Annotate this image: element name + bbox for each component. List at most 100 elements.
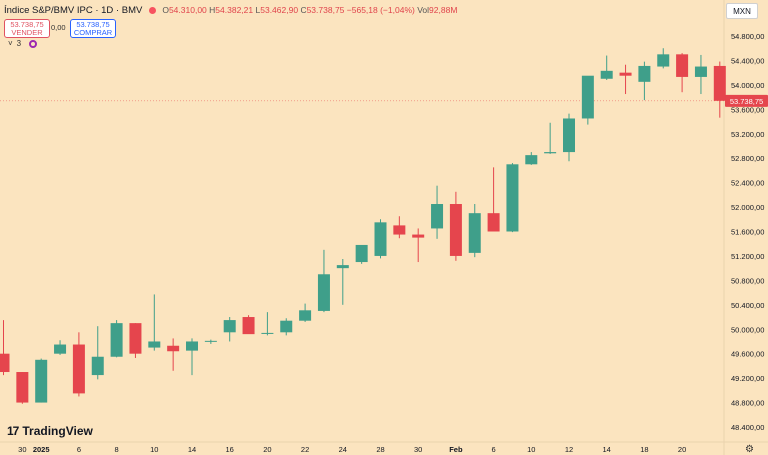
x-tick-label: 14 <box>603 445 611 454</box>
last-price-label: 53.738,75 <box>730 97 763 106</box>
candle-body <box>393 225 406 235</box>
candle-body <box>619 72 632 76</box>
candle-body <box>412 234 425 238</box>
candle-body <box>186 341 198 351</box>
tradingview-logo-text: TradingView <box>22 424 93 438</box>
y-tick-label: 51.600,00 <box>731 228 764 237</box>
candle-body <box>167 345 180 352</box>
indicator-count: 3 <box>16 39 22 48</box>
y-tick-label: 54.400,00 <box>731 56 764 65</box>
x-tick-label: 6 <box>492 445 496 454</box>
candle-body <box>336 265 349 269</box>
y-tick-label: 50.000,00 <box>731 325 764 334</box>
chevron-down-icon: ˅ <box>8 39 13 48</box>
candle-body <box>487 213 500 232</box>
candle-body <box>638 65 651 82</box>
candle-body <box>563 118 575 153</box>
candle-body <box>242 317 255 335</box>
sell-label: VENDER <box>11 27 43 37</box>
x-tick-label: 16 <box>226 445 234 454</box>
market-status-dot <box>149 6 157 14</box>
candle-body <box>468 213 481 253</box>
candle-body <box>110 323 123 357</box>
sell-button[interactable]: 53.738,75 VENDER <box>4 19 50 38</box>
eye-circle-icon[interactable] <box>29 39 38 48</box>
candle-body <box>374 222 387 256</box>
low-value: 53.462,90 <box>260 5 299 15</box>
candle-body <box>204 340 217 342</box>
x-tick-label: 6 <box>77 445 81 454</box>
y-tick-label: 49.600,00 <box>731 350 764 359</box>
candle-body <box>148 341 161 348</box>
candle-body <box>676 54 689 77</box>
y-tick-label: 53.600,00 <box>731 105 764 114</box>
x-tick-label: 18 <box>640 445 648 454</box>
y-tick-label: 52.400,00 <box>731 179 764 188</box>
x-tick-label: 30 <box>18 445 26 454</box>
x-tick-label: Feb <box>449 445 463 454</box>
buy-price: 53.738,75 <box>76 19 110 29</box>
x-tick-label: 30 <box>414 445 422 454</box>
candle-body <box>72 344 85 394</box>
x-tick-label: 2025 <box>33 445 50 454</box>
sell-price: 53.738,75 <box>10 19 44 29</box>
y-tick-label: 49.200,00 <box>731 374 764 383</box>
last-price-tag <box>725 94 768 107</box>
candle-body <box>299 310 312 321</box>
y-tick-label: 48.400,00 <box>731 423 764 432</box>
x-tick-label: 22 <box>301 445 309 454</box>
x-tick-label: 20 <box>263 445 271 454</box>
candle-body <box>54 344 67 354</box>
candle-body <box>544 152 557 154</box>
candle-body <box>0 353 10 373</box>
candle-body <box>431 204 444 229</box>
y-tick-label: 54.800,00 <box>731 32 764 41</box>
candle-body <box>713 65 726 101</box>
y-tick-label: 52.000,00 <box>731 203 764 212</box>
ohlc-readout: O54.310,00 H54.382,21 L53.462,90 C53.738… <box>162 5 458 15</box>
x-tick-label: 20 <box>678 445 686 454</box>
candle-body <box>129 323 142 354</box>
y-tick-label: 50.800,00 <box>731 276 764 285</box>
y-tick-label: 53.200,00 <box>731 130 764 139</box>
candle-body <box>355 244 368 263</box>
close-value: 53.738,75 <box>306 5 345 15</box>
x-tick-label: 8 <box>115 445 119 454</box>
x-tick-label: 14 <box>188 445 196 454</box>
candle-body <box>581 75 594 119</box>
y-tick-label: 54.000,00 <box>731 81 764 90</box>
tradingview-logo[interactable]: 17 TradingView <box>7 424 93 438</box>
gear-icon[interactable]: ⚙ <box>745 444 754 455</box>
x-tick-label: 10 <box>527 445 535 454</box>
candle-body <box>694 66 707 77</box>
x-tick-label: 24 <box>339 445 347 454</box>
buy-button[interactable]: 53.738,75 COMPRAR <box>70 19 116 38</box>
x-tick-label: 28 <box>376 445 384 454</box>
y-tick-label: 51.200,00 <box>731 252 764 261</box>
high-value: 54.382,21 <box>215 5 254 15</box>
candle-body <box>280 320 293 333</box>
candle-body <box>525 155 538 165</box>
candle-body <box>261 332 274 334</box>
y-tick-label: 50.400,00 <box>731 301 764 310</box>
volume-value: 92,88M <box>429 5 458 15</box>
candle-body <box>223 320 236 333</box>
change-value: −565,18 (−1,04%) <box>346 5 415 15</box>
currency-selector[interactable]: MXN <box>726 3 758 19</box>
chart-header: Índice S&P/BMV IPC · 1D · BMV O54.310,00… <box>4 3 457 17</box>
indicators-toggle[interactable]: ˅ 3 <box>8 39 38 48</box>
candle-body <box>317 274 330 311</box>
symbol-title[interactable]: Índice S&P/BMV IPC · 1D · BMV <box>4 4 143 16</box>
y-tick-label: 48.800,00 <box>731 399 764 408</box>
x-tick-label: 10 <box>150 445 158 454</box>
candle-body <box>16 372 29 403</box>
x-tick-label: 12 <box>565 445 573 454</box>
buy-label: COMPRAR <box>73 27 113 37</box>
candle-body <box>91 356 104 376</box>
candle-body <box>35 359 48 403</box>
open-value: 54.310,00 <box>168 5 207 15</box>
spread-value: 0,00 <box>51 23 66 32</box>
candle-body <box>506 164 519 232</box>
candle-body <box>600 70 613 79</box>
